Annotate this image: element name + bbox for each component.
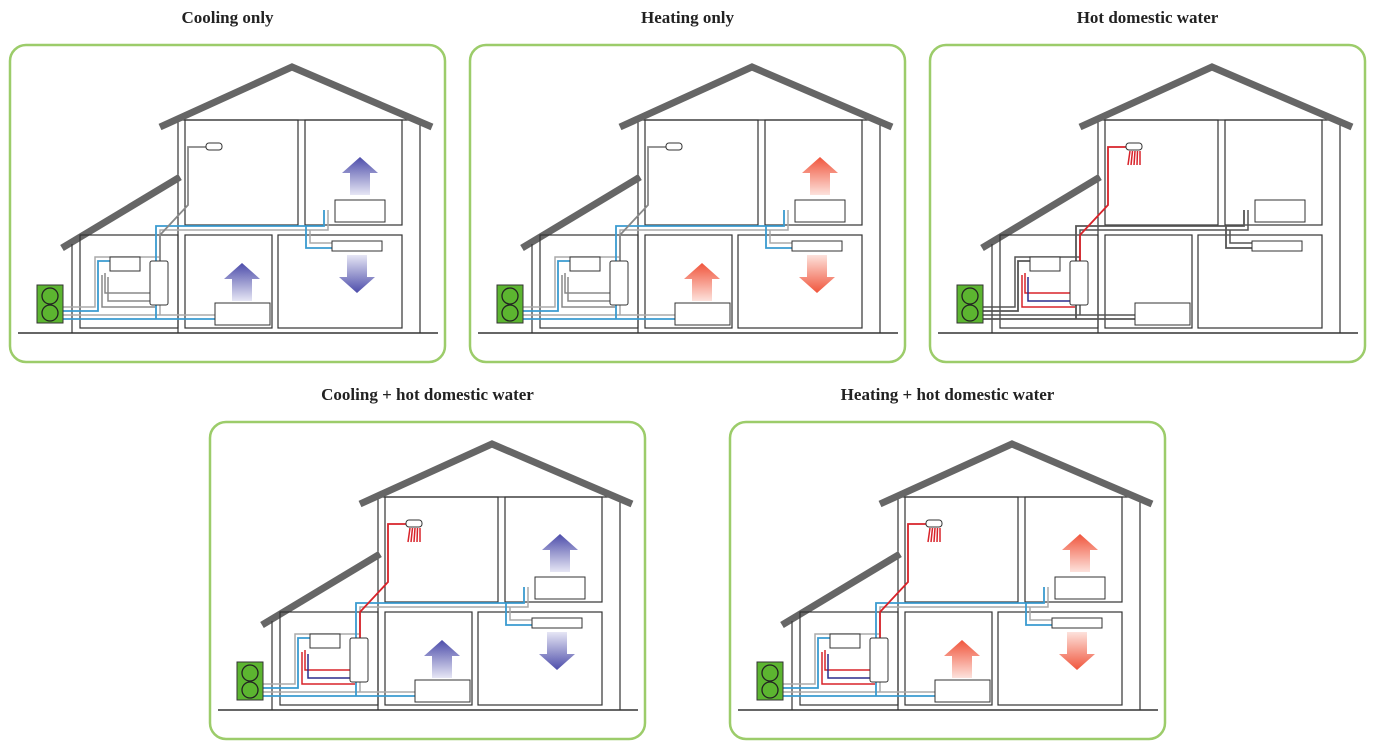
split-unit: [792, 241, 842, 251]
water-spray: [934, 528, 935, 542]
page: {"panels": [ {"title": "Cooling only"}, …: [0, 0, 1373, 742]
indoor-unit: [310, 634, 340, 648]
panel-title: Hot domestic water: [1077, 8, 1219, 27]
split-unit: [332, 241, 382, 251]
radiator: [935, 680, 990, 702]
indoor-unit: [1030, 257, 1060, 271]
split-unit: [1052, 618, 1102, 628]
house-panel: [10, 45, 445, 362]
water-tank: [1070, 261, 1088, 305]
radiator: [335, 200, 385, 222]
shower-head: [926, 520, 942, 527]
radiator: [1135, 303, 1190, 325]
shower-head: [406, 520, 422, 527]
house-panel: [470, 45, 905, 362]
shower-head: [206, 143, 222, 150]
water-tank: [350, 638, 368, 682]
panel-title: Cooling only: [181, 8, 274, 27]
shower-head: [1126, 143, 1142, 150]
radiator: [1255, 200, 1305, 222]
water-spray: [937, 528, 938, 542]
radiator: [795, 200, 845, 222]
water-tank: [870, 638, 888, 682]
radiator: [535, 577, 585, 599]
water-spray: [414, 528, 415, 542]
indoor-unit: [830, 634, 860, 648]
radiator: [415, 680, 470, 702]
shower-head: [666, 143, 682, 150]
panel-title: Heating + hot domestic water: [841, 385, 1055, 404]
water-tank: [610, 261, 628, 305]
indoor-unit: [570, 257, 600, 271]
house-panel: [210, 422, 645, 739]
house-panel: [930, 45, 1365, 362]
split-unit: [532, 618, 582, 628]
water-spray: [1137, 151, 1138, 165]
water-spray: [417, 528, 418, 542]
split-unit: [1252, 241, 1302, 251]
diagram: Cooling only Heating only Hot domestic wat…: [0, 0, 1373, 742]
house-panel: [730, 422, 1165, 739]
water-spray: [1134, 151, 1135, 165]
radiator: [1055, 577, 1105, 599]
panel-title: Cooling + hot domestic water: [321, 385, 534, 404]
radiator: [675, 303, 730, 325]
water-tank: [150, 261, 168, 305]
panel-title: Heating only: [641, 8, 735, 27]
radiator: [215, 303, 270, 325]
indoor-unit: [110, 257, 140, 271]
